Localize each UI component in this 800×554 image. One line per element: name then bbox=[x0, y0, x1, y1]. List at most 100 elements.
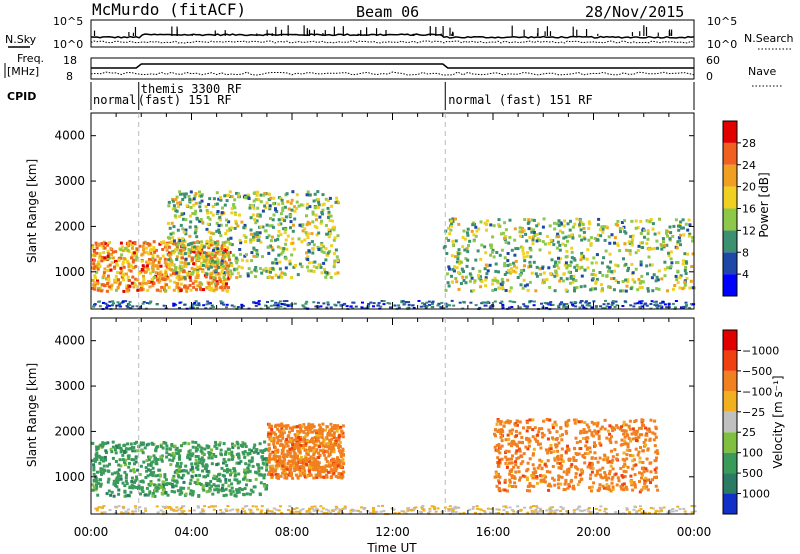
echo-cell-0-206 bbox=[95, 243, 99, 247]
echo-cell-2-2079 bbox=[654, 279, 658, 283]
echo-cell-0-147 bbox=[143, 493, 147, 497]
echo-cell-2-1697 bbox=[645, 485, 649, 489]
echo-cell-2-2041 bbox=[573, 286, 577, 290]
echo-cell-1-805 bbox=[187, 247, 191, 251]
echo-cell-2-1620 bbox=[503, 273, 507, 276]
echo-cell-0-202 bbox=[102, 464, 106, 468]
echo-cell-strip-210 bbox=[120, 511, 124, 514]
echo-cell-2-1697 bbox=[619, 230, 622, 234]
echo-cell-2-2084 bbox=[639, 263, 643, 267]
echo-cell-0-574 bbox=[171, 485, 175, 489]
echo-cell-2-1729 bbox=[644, 467, 648, 471]
echo-cell-1-851 bbox=[246, 272, 250, 276]
echo-cell-1-1264 bbox=[299, 443, 303, 447]
echo-cell-0-335 bbox=[95, 486, 98, 490]
echo-cell-0-324 bbox=[153, 457, 157, 461]
echo-cell-0-70 bbox=[194, 255, 198, 259]
echo-cell-1-1280 bbox=[180, 213, 184, 217]
echo-cell-1-832 bbox=[252, 199, 256, 203]
echo-cell-2-1573 bbox=[603, 486, 607, 490]
echo-cell-2-1627 bbox=[485, 272, 489, 276]
echo-cell-2-1929 bbox=[577, 420, 581, 424]
echo-cell-2-1436 bbox=[608, 241, 612, 245]
echo-cell-1-1324 bbox=[330, 429, 334, 433]
echo-cell-2-1694 bbox=[556, 457, 560, 461]
echo-cell-0-321 bbox=[181, 256, 184, 260]
echo-cell-1-1261 bbox=[249, 228, 253, 232]
echo-cell-1-1321 bbox=[320, 243, 324, 247]
echo-cell-0-261 bbox=[184, 469, 188, 473]
echo-cell-2-1420 bbox=[654, 484, 658, 488]
echo-cell-2-1874 bbox=[522, 252, 526, 256]
echo-cell-0-142 bbox=[144, 476, 148, 479]
echo-cell-strip-255 bbox=[372, 302, 376, 305]
echo-cell-1-809 bbox=[312, 453, 316, 457]
echo-cell-0-602 bbox=[241, 444, 245, 448]
date-title: 28/Nov/2015 bbox=[585, 3, 684, 21]
echo-cell-2-1771 bbox=[600, 289, 604, 293]
echo-cell-1-1225 bbox=[249, 270, 253, 274]
echo-cell-0-595 bbox=[223, 278, 227, 282]
echo-cell-0-314 bbox=[232, 467, 236, 471]
echo-cell-2-1702 bbox=[675, 278, 679, 282]
echo-cell-strip-6 bbox=[111, 300, 115, 303]
echo-cell-2-1892 bbox=[604, 249, 608, 253]
echo-cell-0-571 bbox=[207, 456, 211, 460]
echo-cell-0-636 bbox=[226, 246, 230, 250]
echo-cell-2-1410 bbox=[606, 460, 610, 464]
echo-cell-0-497 bbox=[178, 457, 181, 461]
echo-cell-0-475 bbox=[212, 474, 216, 478]
echo-cell-0-150 bbox=[190, 246, 194, 249]
echo-cell-0-120 bbox=[169, 273, 173, 277]
echo-cell-1-1285 bbox=[207, 230, 211, 234]
echo-cell-2-1619 bbox=[546, 437, 550, 441]
echo-cell-1-1048 bbox=[326, 445, 330, 449]
echo-cell-0-343 bbox=[95, 265, 99, 268]
echo-cell-strip-150 bbox=[440, 510, 444, 513]
echo-cell-strip-25 bbox=[633, 302, 637, 305]
echo-cell-2-1961 bbox=[607, 235, 611, 239]
echo-cell-0-491 bbox=[159, 257, 162, 261]
echo-cell-0-358 bbox=[132, 467, 136, 471]
echo-cell-2-1836 bbox=[542, 419, 546, 423]
echo-cell-strip-242 bbox=[104, 302, 108, 305]
echo-cell-1-1048 bbox=[281, 206, 285, 210]
echo-cell-2-1894 bbox=[555, 437, 559, 440]
echo-cell-0-659 bbox=[154, 264, 158, 268]
echo-cell-strip-94 bbox=[493, 300, 497, 303]
echo-cell-2-2009 bbox=[578, 473, 582, 477]
echo-cell-0-491 bbox=[252, 446, 256, 450]
echo-cell-strip-95 bbox=[228, 509, 232, 512]
echo-cell-2-2008 bbox=[619, 484, 623, 488]
echo-cell-2-1447 bbox=[542, 217, 546, 221]
echo-cell-0-518 bbox=[217, 488, 221, 492]
echo-cell-1-1011 bbox=[273, 446, 277, 449]
echo-cell-strip-101 bbox=[643, 511, 647, 514]
echo-cell-0-83 bbox=[93, 287, 97, 291]
echo-cell-0-413 bbox=[156, 278, 160, 282]
echo-cell-0-352 bbox=[251, 464, 255, 468]
echo-cell-0-38 bbox=[172, 288, 176, 292]
echo-cell-2-1736 bbox=[498, 253, 502, 257]
echo-cell-2-1725 bbox=[503, 488, 507, 492]
echo-cell-1-1015 bbox=[192, 197, 196, 201]
echo-cell-0-595 bbox=[243, 468, 247, 472]
echo-cell-0-154 bbox=[231, 442, 234, 446]
echo-cell-2-2034 bbox=[525, 239, 529, 243]
echo-cell-0-104 bbox=[245, 492, 249, 496]
echo-cell-1-1238 bbox=[298, 223, 302, 227]
echo-cell-strip-303 bbox=[329, 511, 333, 514]
echo-cell-0-411 bbox=[132, 266, 136, 270]
echo-cell-strip-239 bbox=[400, 510, 404, 513]
echo-cell-strip-195 bbox=[523, 506, 527, 509]
echo-cell-strip-13 bbox=[254, 304, 258, 307]
echo-cell-0-587 bbox=[130, 458, 134, 462]
echo-cell-0-694 bbox=[161, 492, 165, 496]
echo-cell-2-1729 bbox=[630, 243, 634, 247]
echo-cell-1-928 bbox=[336, 234, 340, 238]
echo-cell-0-237 bbox=[123, 484, 127, 488]
echo-cell-strip-256 bbox=[431, 300, 435, 303]
echo-cell-2-1890 bbox=[464, 275, 468, 279]
echo-cell-0-226 bbox=[139, 464, 143, 468]
